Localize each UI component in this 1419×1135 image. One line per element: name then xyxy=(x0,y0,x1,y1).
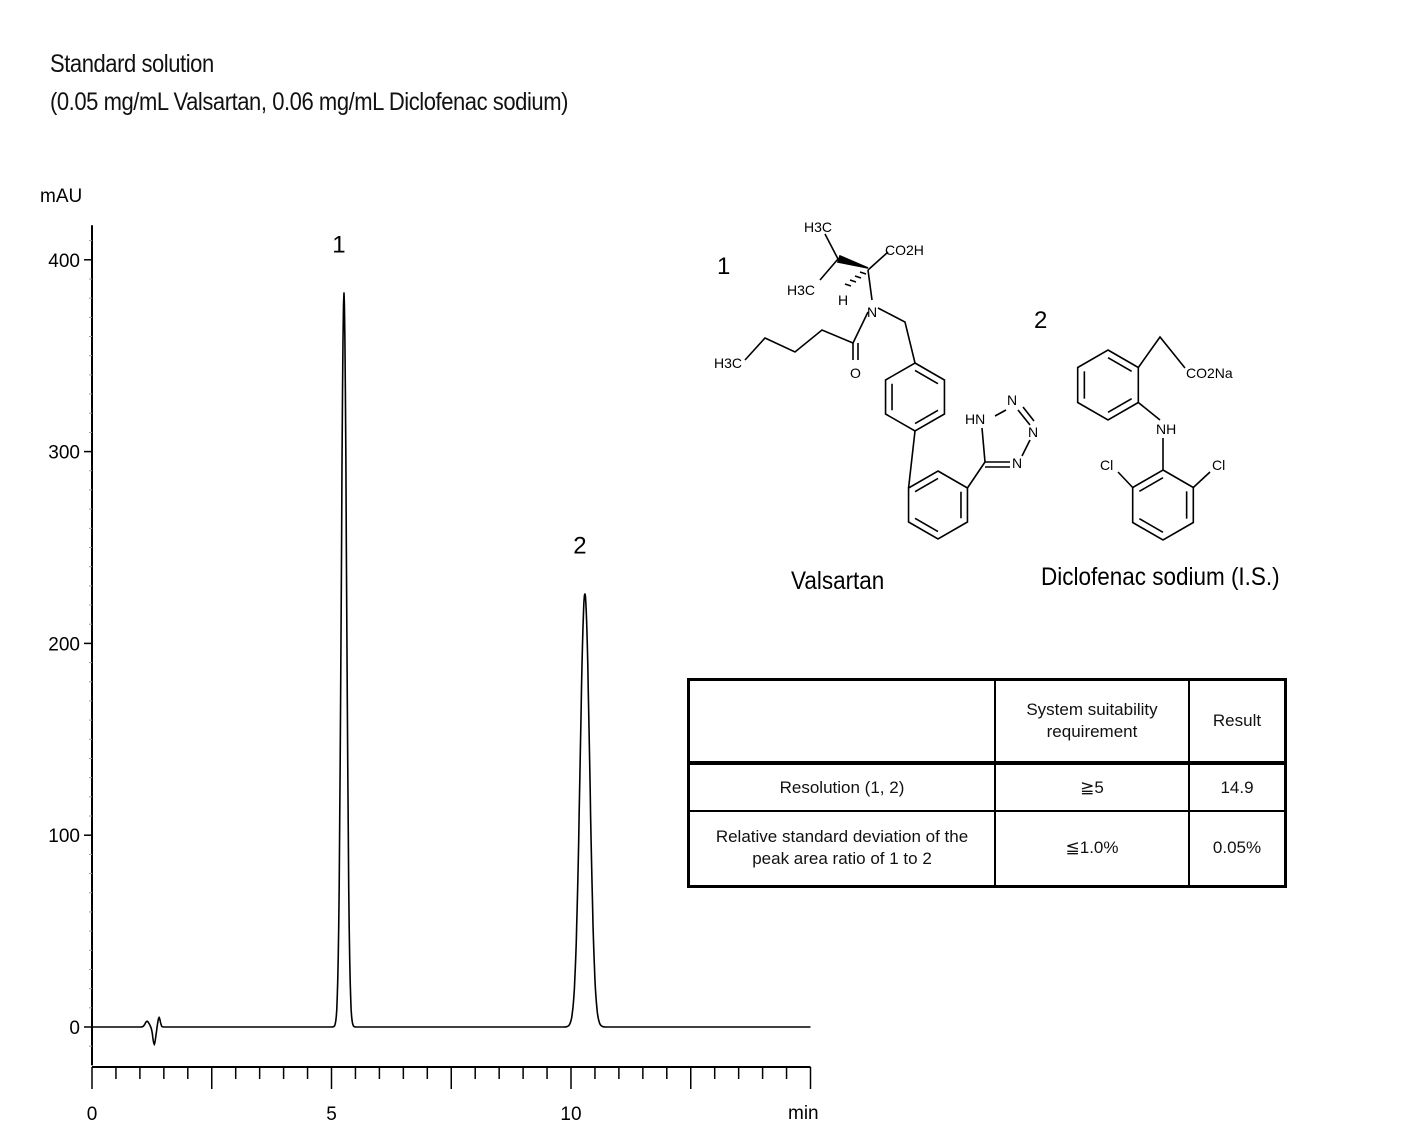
atom-label: Cl xyxy=(1212,457,1225,473)
atom-label: CO2H xyxy=(885,242,924,258)
bond xyxy=(1117,471,1134,489)
atom-label: H3C xyxy=(714,355,742,371)
benzene-ring xyxy=(907,470,969,540)
bond xyxy=(1022,406,1035,422)
atom-label: N xyxy=(1007,392,1017,408)
y-tick-label: 0 xyxy=(69,1018,80,1039)
double-bond xyxy=(1138,477,1164,493)
table-cell: Relative standard deviation of the peak … xyxy=(687,809,996,888)
double-bond xyxy=(1107,397,1133,413)
system-suitability-table: System suitability requirement Result Re… xyxy=(687,678,1287,888)
atom-labels: H3C CO2H H3C H N H3C O HN N N N CO2Na NH… xyxy=(714,219,1233,473)
double-bond xyxy=(914,409,939,425)
bond xyxy=(907,430,916,489)
bond xyxy=(981,427,986,463)
bond xyxy=(852,311,869,344)
title-line-1: Standard solution xyxy=(50,50,214,78)
table-cell: 14.9 xyxy=(1188,762,1287,812)
table-cell: 0.05% xyxy=(1188,809,1287,888)
compound-name-diclofenac: Diclofenac sodium (I.S.) xyxy=(1041,563,1280,591)
x-tick-label: 10 xyxy=(560,1104,581,1125)
structure-diagrams xyxy=(744,233,1211,541)
table-header: Result xyxy=(1188,678,1287,766)
bond xyxy=(867,251,889,271)
peak-label: 1 xyxy=(332,231,345,258)
table-cell: ≦1.0% xyxy=(994,809,1190,888)
title-line-2: (0.05 mg/mL Valsartan, 0.06 mg/mL Diclof… xyxy=(50,88,568,116)
bond xyxy=(1021,439,1031,457)
compound-number-1: 1 xyxy=(717,253,730,280)
compound-number-2: 2 xyxy=(1034,307,1047,334)
alkyl-chain xyxy=(744,329,854,361)
bond xyxy=(819,258,839,281)
atom-label: NH xyxy=(1156,421,1176,437)
double-bond xyxy=(914,517,939,533)
atom-label: N xyxy=(1028,424,1038,440)
atom-label: N xyxy=(1012,455,1022,471)
x-tick-label: 5 xyxy=(326,1104,337,1125)
bond xyxy=(867,269,873,301)
benzene-ring xyxy=(884,362,946,432)
hash-bond xyxy=(844,283,852,287)
y-tick-label: 400 xyxy=(48,251,80,272)
table-row: Resolution (1, 2) ≧5 14.9 xyxy=(687,762,1287,812)
x-tick-label: 0 xyxy=(87,1104,98,1125)
y-tick-label: 100 xyxy=(48,826,80,847)
hash-bond xyxy=(854,275,862,279)
double-bond xyxy=(914,477,939,493)
wedge-bond xyxy=(836,254,869,269)
y-tick-label: 300 xyxy=(48,443,80,464)
atom-label: H3C xyxy=(804,219,832,235)
y-axis-label: mAU xyxy=(40,186,82,207)
atom-label: CO2Na xyxy=(1186,365,1233,381)
peak-label: 2 xyxy=(573,533,586,560)
bond xyxy=(1192,471,1211,489)
double-bond xyxy=(914,369,939,385)
table-header-row: System suitability requirement Result xyxy=(687,678,1287,766)
table-cell: ≧5 xyxy=(994,762,1190,812)
atom-label: N xyxy=(867,304,877,320)
compound-name-valsartan: Valsartan xyxy=(791,567,884,595)
y-tick-label: 200 xyxy=(48,634,80,655)
ch2-bond xyxy=(1137,335,1186,369)
bond xyxy=(1137,401,1161,421)
atom-label: HN xyxy=(965,411,985,427)
double-bond xyxy=(1138,517,1164,533)
atom-label: O xyxy=(850,365,861,381)
bond xyxy=(1017,409,1031,426)
atom-label: Cl xyxy=(1100,457,1113,473)
bond xyxy=(877,307,916,364)
hash-bond xyxy=(849,279,857,283)
benzene-ring xyxy=(1076,349,1140,421)
bond xyxy=(824,233,839,260)
chromatogram-trace xyxy=(92,292,811,1047)
x-axis-label: min xyxy=(788,1103,819,1124)
atom-label: H xyxy=(838,292,848,308)
bond xyxy=(966,461,986,489)
hash-bond xyxy=(859,271,867,275)
table-cell: Resolution (1, 2) xyxy=(687,762,996,812)
double-bond xyxy=(1107,357,1133,373)
bond xyxy=(994,409,1007,417)
atom-label: H3C xyxy=(787,282,815,298)
benzene-ring xyxy=(1131,469,1195,541)
table-header xyxy=(687,678,996,766)
table-header: System suitability requirement xyxy=(994,678,1190,766)
table-row: Relative standard deviation of the peak … xyxy=(687,809,1287,888)
